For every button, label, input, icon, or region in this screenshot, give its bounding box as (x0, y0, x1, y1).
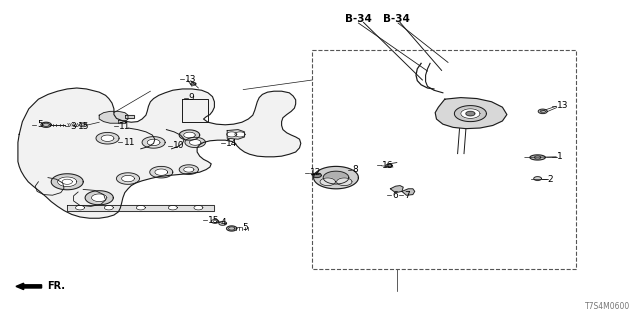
Text: T7S4M0600: T7S4M0600 (585, 302, 630, 311)
Polygon shape (534, 177, 541, 180)
Polygon shape (337, 178, 352, 186)
Polygon shape (227, 130, 244, 139)
Text: 15: 15 (208, 216, 220, 225)
Polygon shape (219, 221, 227, 225)
Polygon shape (147, 139, 160, 146)
Text: 8: 8 (353, 165, 358, 174)
Polygon shape (51, 174, 83, 190)
Text: 1: 1 (557, 152, 563, 161)
Polygon shape (76, 205, 84, 210)
Text: FR.: FR. (47, 281, 65, 292)
Polygon shape (320, 178, 335, 186)
Bar (312, 50, 576, 269)
Polygon shape (189, 140, 201, 145)
Text: 2: 2 (547, 175, 553, 184)
Polygon shape (227, 226, 237, 231)
Polygon shape (67, 205, 214, 211)
Text: B-34: B-34 (345, 14, 372, 24)
Polygon shape (79, 123, 87, 127)
Polygon shape (122, 175, 134, 182)
Polygon shape (184, 132, 195, 138)
Polygon shape (18, 88, 301, 218)
Polygon shape (101, 135, 114, 141)
Text: 4: 4 (221, 218, 227, 227)
Text: 16: 16 (382, 161, 394, 170)
Text: 5: 5 (37, 120, 43, 129)
Text: 7: 7 (404, 191, 410, 200)
Polygon shape (99, 111, 128, 123)
Polygon shape (155, 169, 168, 175)
Polygon shape (211, 220, 219, 223)
Text: 6: 6 (392, 191, 398, 200)
Text: 11: 11 (119, 122, 131, 131)
Text: 15: 15 (78, 122, 90, 131)
Polygon shape (92, 194, 107, 202)
Text: B-34: B-34 (383, 14, 410, 24)
Text: 13: 13 (185, 75, 196, 84)
Polygon shape (150, 166, 173, 178)
Polygon shape (538, 109, 547, 114)
Polygon shape (118, 120, 125, 123)
Polygon shape (168, 205, 177, 210)
Text: 13: 13 (557, 101, 568, 110)
Polygon shape (312, 173, 321, 178)
Polygon shape (179, 130, 200, 140)
Polygon shape (390, 186, 403, 193)
Polygon shape (314, 166, 358, 189)
Polygon shape (58, 177, 77, 187)
Polygon shape (227, 132, 237, 137)
FancyArrow shape (16, 283, 42, 290)
Polygon shape (184, 167, 194, 172)
Polygon shape (96, 132, 119, 144)
Polygon shape (194, 205, 203, 210)
Polygon shape (435, 98, 507, 129)
Polygon shape (185, 137, 205, 148)
Text: 5: 5 (242, 223, 248, 232)
Polygon shape (235, 132, 245, 137)
Text: 3: 3 (70, 122, 76, 131)
Polygon shape (41, 122, 51, 127)
Polygon shape (104, 205, 113, 210)
Polygon shape (85, 191, 113, 205)
Text: 9: 9 (189, 93, 195, 102)
Polygon shape (466, 111, 475, 116)
Polygon shape (386, 164, 392, 167)
Polygon shape (323, 171, 349, 184)
Text: 10: 10 (173, 141, 184, 150)
Polygon shape (530, 155, 545, 160)
Polygon shape (142, 137, 165, 148)
Polygon shape (125, 115, 134, 118)
Polygon shape (179, 165, 198, 174)
Polygon shape (191, 83, 196, 85)
Text: 11: 11 (124, 138, 135, 147)
Polygon shape (454, 106, 486, 122)
Polygon shape (461, 109, 480, 118)
Polygon shape (402, 189, 415, 195)
Polygon shape (116, 173, 140, 184)
Text: 14: 14 (226, 139, 237, 148)
Polygon shape (136, 205, 145, 210)
Text: 12: 12 (310, 168, 322, 177)
